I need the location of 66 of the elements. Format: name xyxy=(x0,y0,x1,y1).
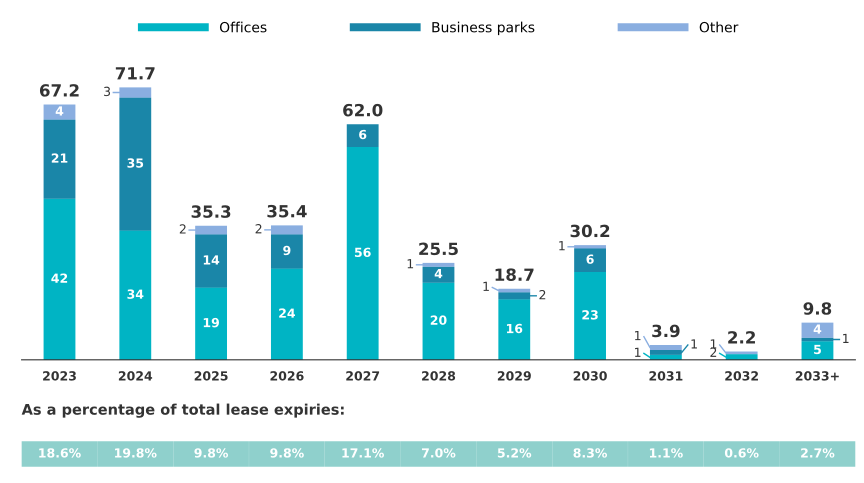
total-label: 30.2 xyxy=(570,224,610,238)
x-tick-label: 2032 xyxy=(725,371,758,381)
data-label: 1 xyxy=(691,339,697,348)
x-tick-label: 2030 xyxy=(574,371,607,381)
total-label: 67.2 xyxy=(40,84,79,97)
data-label: 1 xyxy=(559,241,565,250)
text: 18.6% xyxy=(39,448,81,458)
text: 1.1% xyxy=(650,448,683,458)
data-label: 56 xyxy=(354,248,371,258)
data-label: 14 xyxy=(204,255,220,264)
text: 5.2% xyxy=(498,448,532,458)
data-label: 23 xyxy=(582,310,598,320)
data-label: 9 xyxy=(283,246,290,256)
x-tick-label: 2028 xyxy=(422,371,456,381)
legend-label: Other xyxy=(700,22,738,32)
x-tick-label: 2029 xyxy=(498,371,531,381)
x-tick-label: 2033+ xyxy=(796,371,839,381)
text: 17.1% xyxy=(342,448,384,458)
text: 8.3% xyxy=(574,448,608,458)
text: 19.8% xyxy=(115,448,157,458)
data-label: 3 xyxy=(104,86,110,96)
data-label: 2 xyxy=(539,290,546,300)
data-label: 24 xyxy=(279,308,296,318)
total-label: 35.4 xyxy=(267,204,307,218)
total-label: 3.9 xyxy=(652,324,680,338)
data-label: 6 xyxy=(359,130,366,140)
data-label: 35 xyxy=(127,158,144,168)
x-tick-label: 2027 xyxy=(346,371,380,381)
data-label: 19 xyxy=(204,318,219,328)
legend-label: Offices xyxy=(220,22,266,32)
data-label: 4 xyxy=(56,106,64,116)
data-label: 6 xyxy=(586,254,594,264)
total-label: 71.7 xyxy=(116,67,155,80)
data-label: 5 xyxy=(814,344,821,354)
x-tick-label: 2031 xyxy=(649,371,682,381)
data-label: 4 xyxy=(434,269,442,278)
text: 2.7% xyxy=(801,448,834,458)
total-label: 2.2 xyxy=(728,331,755,344)
legend-label: Business parks xyxy=(432,22,534,36)
x-tick-label: 2026 xyxy=(270,371,304,381)
total-label: 35.3 xyxy=(192,205,230,218)
data-label: 1 xyxy=(483,282,489,291)
x-tick-label: 2024 xyxy=(118,371,152,381)
data-label: 4 xyxy=(814,324,822,334)
text: 0.6% xyxy=(724,448,759,458)
data-label: 1 xyxy=(635,348,640,357)
text: As a percentage of total lease expiries: xyxy=(22,404,344,418)
text: 9.8% xyxy=(194,448,228,458)
total-label: 62.0 xyxy=(343,104,382,116)
total-label: 18.7 xyxy=(496,268,534,281)
x-tick-label: 2023 xyxy=(43,371,76,381)
total-label: 9.8 xyxy=(804,302,832,315)
data-label: 20 xyxy=(430,315,447,325)
data-label: 42 xyxy=(51,273,68,283)
x-tick-label: 2025 xyxy=(194,371,228,381)
text: 9.8% xyxy=(270,448,304,458)
text: 7.0% xyxy=(422,448,456,458)
data-label: 2 xyxy=(256,224,262,234)
data-label: 34 xyxy=(127,289,144,299)
data-label: 21 xyxy=(52,153,68,163)
data-label: 1 xyxy=(635,330,640,340)
data-label: 2 xyxy=(180,224,186,234)
total-label: 25.5 xyxy=(419,242,458,256)
data-label: 1 xyxy=(843,334,849,343)
data-label: 1 xyxy=(408,259,414,268)
data-label: 16 xyxy=(506,324,522,334)
